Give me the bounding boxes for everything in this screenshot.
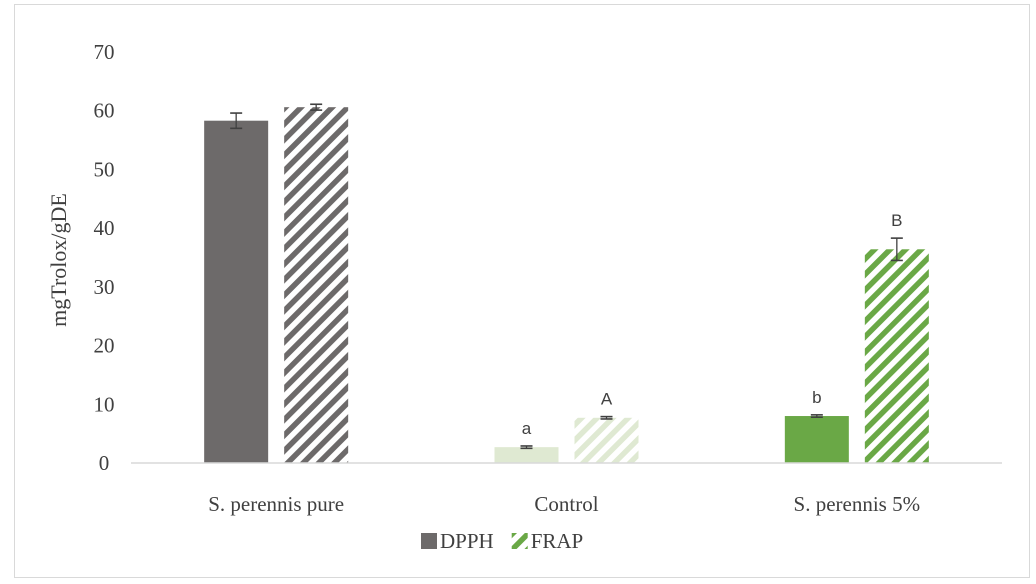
y-tick-label: 10 (94, 392, 115, 416)
bar-frap-1 (574, 417, 639, 463)
y-tick-label: 50 (94, 157, 115, 181)
chart-frame (14, 4, 1030, 578)
y-tick-label: 30 (94, 275, 115, 299)
legend-swatch-frap (511, 533, 528, 549)
legend-swatch-dpph (421, 533, 437, 549)
significance-label: a (522, 419, 532, 438)
bar-dpph-1 (494, 447, 559, 463)
significance-label: B (891, 211, 902, 230)
x-tick-label: S. perennis 5% (794, 492, 921, 516)
legend-label-frap: FRAP (531, 529, 584, 553)
significance-label: A (601, 390, 613, 409)
y-axis-label: mgTrolox/gDE (46, 193, 71, 327)
bar-dpph-2 (784, 416, 849, 463)
y-tick-label: 70 (94, 40, 115, 64)
bar-frap-2 (864, 249, 929, 463)
y-tick-label: 40 (94, 216, 115, 240)
legend: DPPH FRAP (421, 529, 583, 553)
bar-frap-0 (284, 107, 349, 463)
x-axis-ticks: S. perennis pure Control S. perennis 5% (208, 492, 920, 516)
y-tick-label: 60 (94, 99, 115, 123)
legend-label-dpph: DPPH (440, 529, 494, 553)
y-tick-label: 0 (99, 451, 110, 475)
bars: a A b B (204, 103, 929, 464)
x-tick-label: Control (534, 492, 598, 516)
x-tick-label: S. perennis pure (208, 492, 344, 516)
bar-dpph-0 (204, 120, 269, 464)
significance-label: b (812, 388, 821, 407)
y-tick-label: 20 (94, 334, 115, 358)
y-axis-ticks: 0 10 20 30 40 50 60 70 (94, 40, 115, 475)
